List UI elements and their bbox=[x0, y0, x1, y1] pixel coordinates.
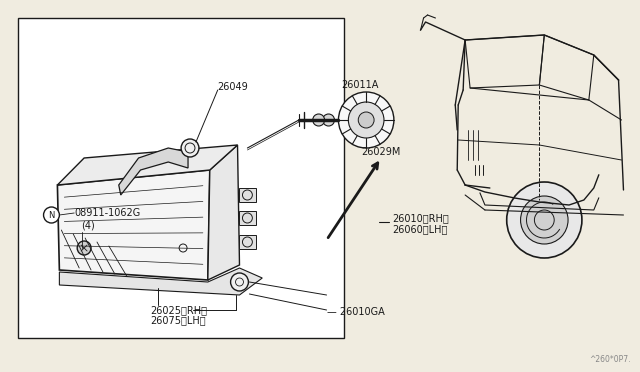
Text: 26011A: 26011A bbox=[341, 80, 379, 90]
Circle shape bbox=[230, 273, 248, 291]
Circle shape bbox=[44, 207, 60, 223]
Text: 26049: 26049 bbox=[218, 82, 248, 92]
Bar bbox=[18, 18, 344, 338]
Polygon shape bbox=[58, 170, 210, 280]
Text: 26075（LH）: 26075（LH） bbox=[150, 315, 206, 325]
Circle shape bbox=[323, 114, 335, 126]
Circle shape bbox=[313, 114, 324, 126]
Polygon shape bbox=[60, 268, 262, 295]
Text: 26060（LH）: 26060（LH） bbox=[392, 224, 447, 234]
Text: ^260*0P7.: ^260*0P7. bbox=[589, 356, 630, 365]
Circle shape bbox=[181, 139, 199, 157]
Text: N: N bbox=[48, 211, 54, 219]
Text: 26025（RH）: 26025（RH） bbox=[150, 305, 207, 315]
Circle shape bbox=[507, 182, 582, 258]
Text: 26029M: 26029M bbox=[361, 147, 401, 157]
Circle shape bbox=[358, 112, 374, 128]
Polygon shape bbox=[208, 145, 239, 280]
Bar bbox=[239, 188, 256, 202]
Text: — 26010GA: — 26010GA bbox=[326, 307, 385, 317]
Bar bbox=[239, 235, 256, 249]
Circle shape bbox=[520, 196, 568, 244]
Bar bbox=[239, 211, 256, 225]
Text: (4): (4) bbox=[81, 220, 95, 230]
Polygon shape bbox=[58, 145, 237, 185]
Text: 26010（RH）: 26010（RH） bbox=[392, 213, 449, 223]
Text: 08911-1062G: 08911-1062G bbox=[74, 208, 140, 218]
Circle shape bbox=[339, 92, 394, 148]
Circle shape bbox=[348, 102, 384, 138]
Polygon shape bbox=[119, 148, 188, 195]
Circle shape bbox=[77, 241, 91, 255]
